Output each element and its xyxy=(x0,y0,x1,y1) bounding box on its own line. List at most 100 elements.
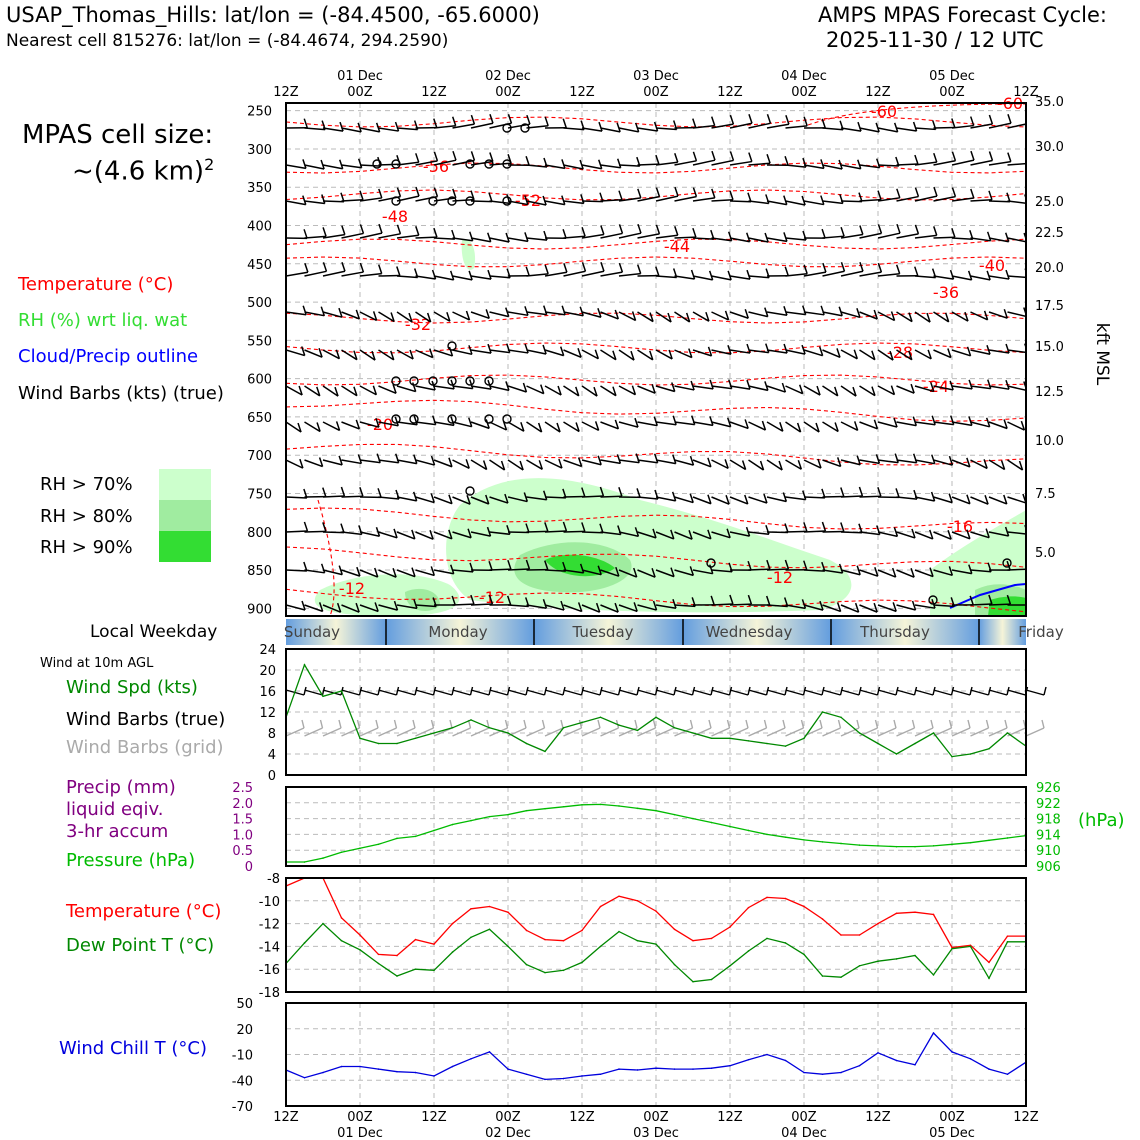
barb-flag xyxy=(1000,460,1006,470)
barb-flag xyxy=(766,559,771,570)
true-barb-flag xyxy=(821,686,825,696)
grid-barb xyxy=(933,727,952,737)
barb-shaft xyxy=(322,349,340,360)
barb-flag xyxy=(579,563,585,574)
true-barb xyxy=(507,689,527,696)
barb-flag xyxy=(803,116,808,127)
windchill-line-point xyxy=(969,1057,972,1060)
cycle-date: 2025-11-30 / 12 UTC xyxy=(826,28,1044,52)
temperature-line-point xyxy=(988,961,990,964)
barb-shaft xyxy=(988,459,1005,471)
barb-shaft xyxy=(674,421,695,426)
windchill-line-point xyxy=(766,1053,768,1056)
grid-barb-flag xyxy=(948,719,953,729)
barb-shaft xyxy=(341,604,360,613)
windchill-line-point xyxy=(303,1076,306,1079)
barb-flag xyxy=(612,386,617,396)
barb-shaft xyxy=(655,569,675,578)
barb-shaft xyxy=(396,604,418,610)
barb-flag xyxy=(392,384,397,394)
wind-barbs xyxy=(286,113,1026,613)
true-barb xyxy=(877,689,897,696)
barb-shaft xyxy=(970,496,989,505)
dewpoint-line-point xyxy=(673,963,676,966)
barb-shaft xyxy=(655,531,675,540)
barb-flag xyxy=(801,344,806,355)
temperature-line-point xyxy=(544,938,546,941)
barb-flag xyxy=(821,228,826,239)
grid-barb xyxy=(544,727,564,737)
grid-barb xyxy=(766,727,786,737)
barb-flag xyxy=(651,383,656,394)
barb-shaft xyxy=(692,311,710,322)
barb-flag xyxy=(581,227,586,237)
barb-flag xyxy=(413,454,418,464)
barb-shaft xyxy=(544,349,564,357)
grid-barb xyxy=(452,727,471,737)
wind-speed-line-point xyxy=(895,753,898,755)
barb-shaft xyxy=(544,421,561,433)
barb-shaft xyxy=(766,385,786,393)
true-barb-flag xyxy=(765,686,770,696)
barb-shaft xyxy=(785,311,806,316)
top-hour-tick: 00Z xyxy=(791,85,817,100)
barb-flag xyxy=(341,225,346,235)
dewpoint-line-point xyxy=(303,942,306,944)
windchill-line-point xyxy=(544,1078,546,1081)
windchill-line-point xyxy=(322,1071,324,1074)
barb-shaft xyxy=(840,270,864,277)
barb-shaft xyxy=(970,199,993,202)
barb-shaft xyxy=(729,496,749,505)
barb-shaft xyxy=(396,496,417,502)
barb-flag xyxy=(726,417,732,427)
barb-flag xyxy=(856,455,861,465)
barb-flag xyxy=(322,487,327,497)
barb-flag xyxy=(689,493,694,503)
barb-flag xyxy=(302,195,307,205)
barb-flag xyxy=(630,350,635,361)
true-barb xyxy=(433,689,453,696)
barb-flag xyxy=(692,227,697,238)
barb-flag xyxy=(674,153,679,163)
dewpoint-line-point xyxy=(710,978,713,981)
barb-flag xyxy=(618,262,624,273)
barb-flag xyxy=(371,350,376,361)
true-barb-flag xyxy=(654,686,659,696)
barb-flag xyxy=(895,488,900,498)
barb-shaft xyxy=(840,311,861,319)
barb-flag xyxy=(356,566,361,577)
barb-shaft xyxy=(988,200,1010,203)
pressure-line-point xyxy=(840,842,842,845)
barb-flag xyxy=(544,560,549,570)
barb-shaft xyxy=(378,127,399,132)
barb-flag xyxy=(951,187,957,197)
top-hour-tick: 12Z xyxy=(717,85,743,100)
true-barb xyxy=(729,689,749,696)
barb-shaft xyxy=(914,569,934,578)
barb-shaft xyxy=(840,531,862,534)
barb-shaft xyxy=(618,349,635,361)
barb-shaft xyxy=(452,603,474,606)
barb-shaft xyxy=(803,200,824,206)
barb-shaft xyxy=(748,568,770,571)
barb-shaft xyxy=(692,349,712,357)
barb-flag xyxy=(670,529,675,540)
barb-shaft xyxy=(933,385,954,391)
barb-flag xyxy=(895,264,901,274)
barb-flag xyxy=(468,345,473,355)
wind-speed-line-point xyxy=(673,726,676,729)
temperature-line-point xyxy=(655,910,657,912)
barb-shaft xyxy=(581,604,600,613)
windchill-line-point xyxy=(747,1058,750,1061)
barb-shaft xyxy=(711,569,733,573)
pressure-line-point xyxy=(803,839,805,841)
barb-flag xyxy=(616,454,622,464)
barb-flag xyxy=(766,114,772,124)
barb-flag xyxy=(912,453,918,464)
barb-flag xyxy=(470,151,476,161)
barb-flag xyxy=(1005,269,1010,280)
barb-flag xyxy=(523,492,529,502)
barb-shaft xyxy=(286,385,303,396)
barb-shaft xyxy=(470,603,493,606)
true-barb xyxy=(341,689,360,696)
